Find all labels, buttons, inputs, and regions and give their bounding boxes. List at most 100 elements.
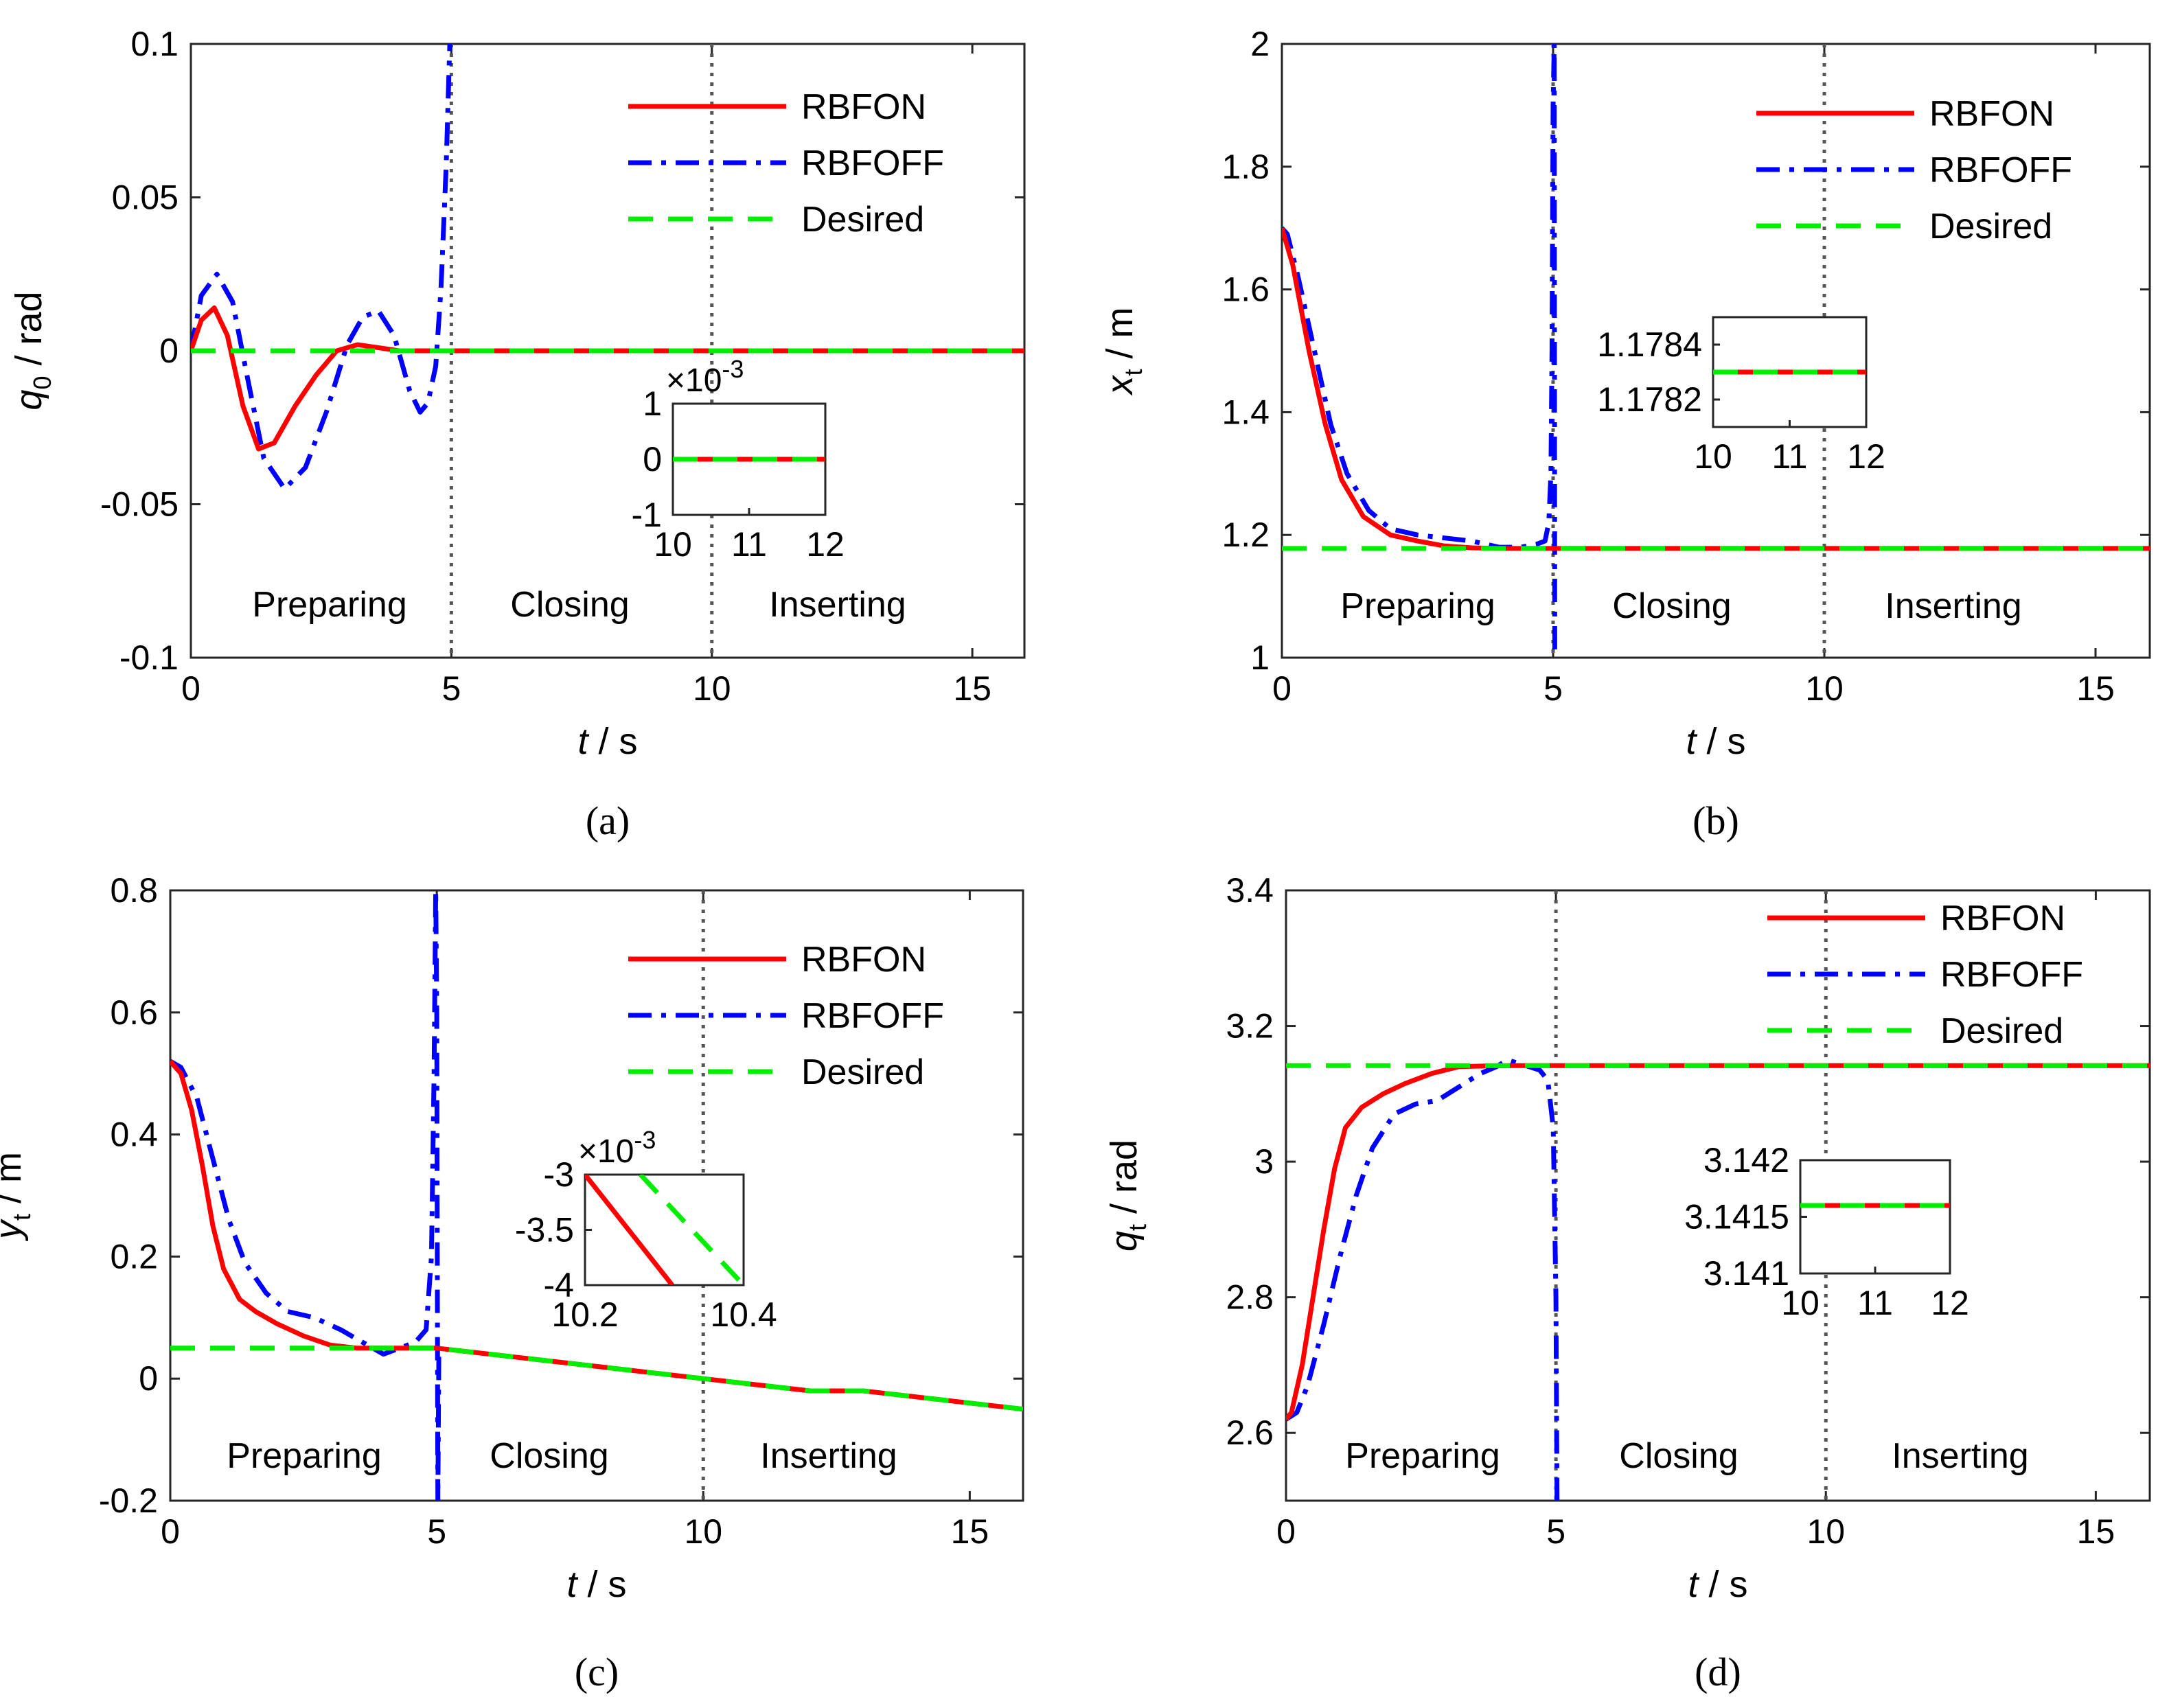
inset: 10 11 12 -1 0 1×10-3 <box>632 355 845 564</box>
y-tick-label: 3 <box>1254 1142 1274 1181</box>
y-tick-label: 0 <box>159 332 179 370</box>
series-line-rbfoff <box>191 44 452 492</box>
phase-label-closing: Closing <box>1619 1436 1738 1476</box>
inset-y-tick-label: 3.141 <box>1703 1254 1789 1293</box>
inset-x-tick-label: 12 <box>1931 1284 1969 1322</box>
legend: RBFON RBFOFF Desired <box>628 87 944 240</box>
inset-y-tick-label: 1.1782 <box>1597 380 1702 419</box>
x-tick-label: 15 <box>951 1512 989 1551</box>
x-axis-label: t / s <box>1688 1564 1747 1605</box>
x-tick-label: 0 <box>181 669 200 708</box>
y-tick-label: 0.1 <box>130 25 179 63</box>
y-tick-label: 2.6 <box>1226 1413 1274 1452</box>
legend-label-desired: Desired <box>801 1052 924 1092</box>
phase-label-inserting: Inserting <box>760 1436 897 1476</box>
x-tick-label: 10 <box>684 1512 722 1551</box>
y-tick-label: 0.8 <box>110 871 158 910</box>
phase-label-closing: Closing <box>490 1436 608 1476</box>
x-tick-label: 5 <box>1543 669 1563 708</box>
legend-label-desired: Desired <box>1929 207 2052 246</box>
legend-label-desired: Desired <box>1940 1011 2063 1051</box>
legend-label-rbfoff: RBFOFF <box>801 143 944 183</box>
legend-label-rbfon: RBFON <box>1940 899 2065 938</box>
legend-label-rbfon: RBFON <box>1929 94 2054 134</box>
y-tick-label: 3.2 <box>1226 1007 1274 1046</box>
inset-y-tick-label: -3 <box>544 1155 574 1194</box>
x-tick-label: 5 <box>427 1512 446 1551</box>
y-tick-label: 2 <box>1250 25 1270 63</box>
y-tick-label: 0 <box>139 1359 158 1398</box>
x-tick-label: 10 <box>1806 1512 1845 1551</box>
inset-x-tick-label: 11 <box>731 525 767 564</box>
inset: 10 11 12 1.1782 1.1784 <box>1597 316 1885 476</box>
legend: RBFON RBFOFF Desired <box>1767 899 2083 1051</box>
phase-label-preparing: Preparing <box>1340 586 1495 626</box>
panel-caption: (a) <box>586 798 630 843</box>
series-line-rbfon <box>1282 227 2150 551</box>
y-tick-label: 3.4 <box>1226 871 1274 910</box>
phase-label-inserting: Inserting <box>1885 586 2021 626</box>
y-axis-label: xt / m <box>1099 307 1147 396</box>
inset-x-tick-label: 12 <box>1847 437 1885 476</box>
inset-x-tick-label: 10.2 <box>551 1295 618 1334</box>
series-line-rbfoff <box>170 890 441 1501</box>
legend-label-rbfoff: RBFOFF <box>1940 955 2083 995</box>
series-line-rbfon <box>170 1059 1023 1412</box>
inset-y-tick-label: -3.5 <box>515 1211 574 1249</box>
inset-box <box>1799 1159 1951 1275</box>
y-axis-label: qt / rad <box>1103 1140 1151 1251</box>
y-tick-label: 1.4 <box>1221 393 1270 431</box>
inset-y-tick-label: 3.1415 <box>1684 1198 1789 1236</box>
y-tick-label: 0.6 <box>110 993 158 1032</box>
x-axis-label: t / s <box>1686 721 1745 762</box>
inset-y-tick-label: -4 <box>544 1266 574 1304</box>
x-tick-label: 5 <box>441 669 461 708</box>
legend-label-rbfon: RBFON <box>801 940 926 980</box>
inset-multiplier: ×10-3 <box>578 1126 656 1170</box>
inset-y-tick-label: -1 <box>632 496 662 534</box>
plot-area <box>1285 889 2151 1502</box>
phase-label-preparing: Preparing <box>1345 1436 1500 1476</box>
legend-label-rbfon: RBFON <box>801 87 926 127</box>
y-axis-label: yt / m <box>0 1152 36 1242</box>
phase-label-preparing: Preparing <box>252 585 406 625</box>
inset-x-tick-label: 10 <box>654 525 692 564</box>
y-tick-label: 0.2 <box>110 1237 158 1276</box>
phase-label-closing: Closing <box>1612 586 1731 626</box>
panel-d: 0 5 10 15 2.6 2.8 3 3.2 3.4 Preparing Closing Inser… <box>1103 871 2151 1694</box>
x-tick-label: 0 <box>161 1512 180 1551</box>
y-tick-label: 1 <box>1250 638 1270 677</box>
phase-label-inserting: Inserting <box>1892 1436 2028 1476</box>
inset-line-desired <box>639 1175 744 1285</box>
inset-x-tick-label: 10 <box>1781 1284 1820 1322</box>
y-tick-label: 0.4 <box>110 1116 158 1154</box>
y-tick-label: 1.6 <box>1221 270 1270 309</box>
y-tick-label: -0.2 <box>99 1481 158 1520</box>
inset-y-tick-label: 3.142 <box>1703 1141 1789 1179</box>
inset-box <box>584 1173 745 1286</box>
x-tick-label: 10 <box>693 669 731 708</box>
y-tick-label: 1.8 <box>1221 148 1270 186</box>
x-axis-label: t / s <box>577 721 637 762</box>
inset-x-tick-label: 10 <box>1694 437 1732 476</box>
x-tick-label: 15 <box>2076 669 2115 708</box>
inset-y-tick-label: 0 <box>643 440 662 478</box>
x-tick-label: 15 <box>953 669 991 708</box>
y-tick-label: 0.05 <box>112 178 179 217</box>
inset-multiplier: ×10-3 <box>666 355 744 399</box>
y-tick-label: -0.1 <box>119 638 179 677</box>
legend-label-desired: Desired <box>801 200 924 240</box>
inset-y-tick-label: 1 <box>643 384 662 423</box>
panel-caption: (b) <box>1692 798 1739 843</box>
panel-caption: (d) <box>1695 1650 1741 1694</box>
series-line-rbfoff <box>1282 44 1557 658</box>
inset-x-tick-label: 11 <box>1857 1284 1893 1322</box>
y-tick-label: 1.2 <box>1221 516 1270 554</box>
legend: RBFON RBFOFF Desired <box>628 940 944 1092</box>
series-line-rbfoff <box>1286 1057 1560 1501</box>
y-tick-label: -0.05 <box>100 485 179 524</box>
panel-caption: (c) <box>575 1650 619 1694</box>
legend-label-rbfoff: RBFOFF <box>1929 150 2072 190</box>
